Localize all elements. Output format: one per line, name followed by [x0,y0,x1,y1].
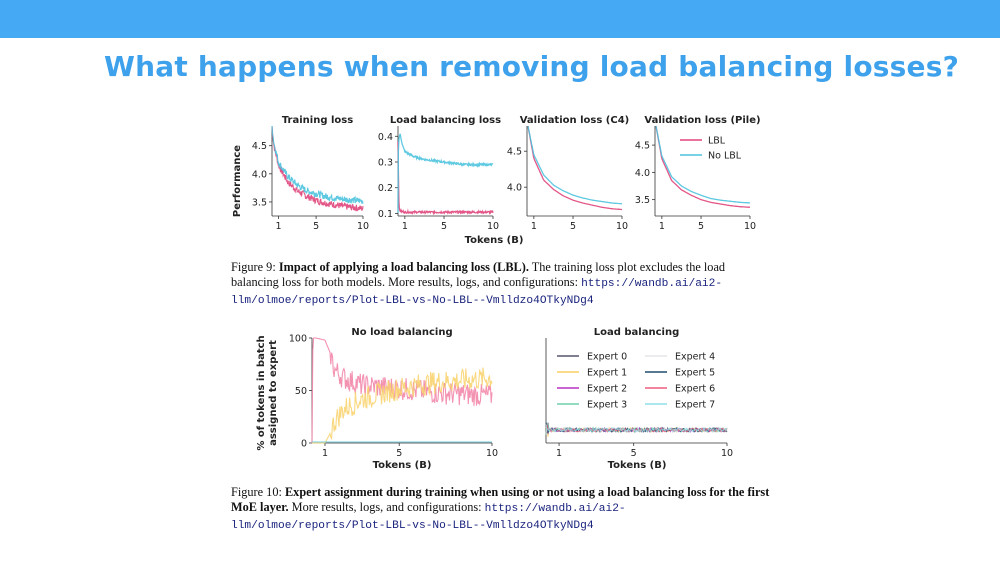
chart-0-y-tick-label: 4.5 [252,141,267,152]
legend-label-no-lbl: No LBL [708,151,742,162]
chart-4-x-tick-label: 1 [322,448,328,459]
chart-2-series-line [527,125,623,205]
chart-5-series-line [545,421,728,434]
chart-1-y-tick-label: 0.2 [378,183,393,194]
legend-label-expert-2: Expert 2 [587,384,627,395]
legend-label-expert-0: Expert 0 [587,352,627,363]
chart-4-x-tick-label: 10 [486,448,498,459]
top-accent-bar [0,0,1000,38]
chart-1-x-tick-label: 10 [487,221,499,232]
chart-3-y-tick-label: 4.0 [635,168,650,179]
chart-4-y-label-line2: assigned to expert [268,340,279,446]
chart-0-y-tick-label: 3.5 [252,197,267,208]
chart-4-x-label: Tokens (B) [373,460,432,471]
figure-10-label: Figure 10: [231,485,282,499]
chart-5-series-line [545,424,728,434]
chart-0-x-tick-label: 10 [357,221,369,232]
chart-4-y-tick-label: 50 [295,386,307,397]
legend-label-expert-1: Expert 1 [587,368,627,379]
chart-3-series-line [655,125,751,208]
chart-1-y-tick-label: 0.1 [378,209,393,220]
chart-1-series-line [397,141,494,216]
chart-2-x-tick-label: 10 [616,221,628,232]
chart-5-x-tick-label: 1 [556,448,562,459]
chart-2-title: Validation loss (C4) [520,115,630,126]
figure-9-x-label: Tokens (B) [465,235,524,246]
chart-0-x-tick-label: 1 [276,221,282,232]
chart-5-x-tick-label: 5 [631,448,637,459]
legend-label-expert-7: Expert 7 [675,400,715,411]
chart-0-y-label: Performance [232,145,243,217]
chart-4-series-line [311,337,493,444]
chart-1-x-tick-label: 5 [441,221,447,232]
chart-4-title: No load balancing [351,327,452,338]
chart-2-series-line [527,125,622,211]
chart-5-title: Load balancing [594,327,679,338]
chart-5-series-line [545,426,728,438]
chart-2-x-tick-label: 5 [570,221,576,232]
figure-10-caption-text: More results, logs, and configurations: [288,500,485,514]
figure-10-link[interactable]: https://wandb.ai/ai2-llm/olmoe/reports/P… [231,503,626,532]
chart-0-series-line [271,126,364,212]
chart-0-series-line [271,125,364,204]
chart-3-x-tick-label: 1 [659,221,665,232]
figure-9-caption-text: The training loss plot excludes the load… [231,260,726,289]
chart-0-x-tick-label: 5 [313,221,319,232]
chart-4-y-tick-label: 100 [289,334,307,345]
legend-label-expert-4: Expert 4 [675,352,715,363]
legend-label-expert-5: Expert 5 [675,368,715,379]
chart-2-x-tick-label: 1 [531,221,537,232]
figure-9-label: Figure 9: [231,260,276,274]
chart-1-title: Load balancing loss [390,115,501,126]
chart-3-title: Validation loss (Pile) [644,115,760,126]
chart-3-y-tick-label: 3.5 [635,195,650,206]
chart-5-series-line [545,426,728,434]
chart-1-series-line [397,133,494,213]
chart-5-x-label: Tokens (B) [608,460,667,471]
figure-9-caption: Figure 9: Impact of applying a load bala… [231,260,771,309]
chart-5-series-line [545,423,728,433]
legend-label-expert-3: Expert 3 [587,400,627,411]
chart-4-y-label-line1: % of tokens in batch [256,335,267,450]
chart-5-series-line [545,426,728,435]
chart-3-x-tick-label: 5 [698,221,704,232]
legend-label-lbl: LBL [708,136,726,147]
chart-5-series-line [545,422,728,434]
chart-4-series-line [312,367,493,444]
chart-0-title: Training loss [282,115,353,126]
figure-10-caption: Figure 10: Expert assignment during trai… [231,485,771,534]
chart-1-y-tick-label: 0.3 [378,158,393,169]
chart-4-x-tick-label: 5 [396,448,402,459]
chart-0-y-tick-label: 4.0 [252,169,267,180]
chart-2-y-tick-label: 4.0 [507,183,522,194]
chart-3-series-line [655,125,750,204]
figure-9-caption-bold: Impact of applying a load balancing loss… [278,260,529,274]
chart-3-x-tick-label: 10 [744,221,756,232]
figure-10-caption-bold: Expert assignment during training when u… [231,485,770,514]
chart-3-y-tick-label: 4.5 [635,141,650,152]
chart-2-y-tick-label: 4.5 [507,147,522,158]
legend-label-expert-6: Expert 6 [675,384,715,395]
chart-4-y-tick-label: 0 [301,439,307,450]
chart-5-x-tick-label: 10 [721,448,733,459]
figure-9-link[interactable]: https://wandb.ai/ai2-llm/olmoe/reports/P… [231,278,723,307]
slide-title: What happens when removing load balancin… [104,50,960,83]
chart-1-y-tick-label: 0.4 [378,132,393,143]
chart-5-series-line [545,422,728,435]
chart-1-x-tick-label: 1 [402,221,408,232]
